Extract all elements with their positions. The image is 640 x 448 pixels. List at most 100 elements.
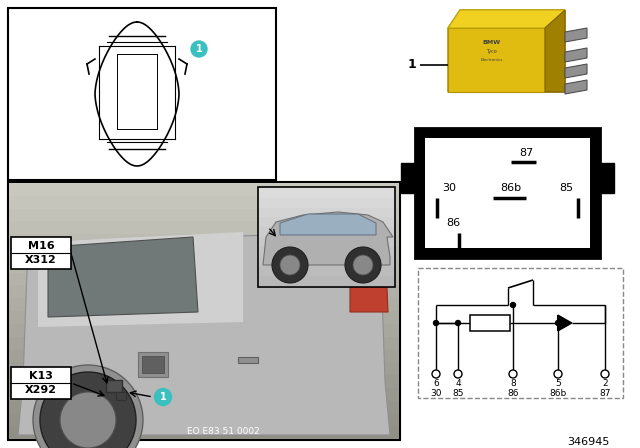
Polygon shape xyxy=(565,28,587,42)
Bar xyxy=(258,187,395,287)
Text: 1: 1 xyxy=(159,392,166,402)
Bar xyxy=(116,392,126,400)
Circle shape xyxy=(353,255,373,275)
Bar xyxy=(9,272,399,285)
Bar xyxy=(9,234,399,247)
Bar xyxy=(11,367,71,399)
Bar xyxy=(9,260,399,272)
Circle shape xyxy=(33,365,143,448)
Polygon shape xyxy=(401,163,415,193)
Bar xyxy=(9,401,399,414)
Bar xyxy=(9,375,399,388)
Circle shape xyxy=(433,320,438,326)
Polygon shape xyxy=(18,232,390,435)
Text: 86: 86 xyxy=(508,388,519,397)
Polygon shape xyxy=(448,28,545,92)
Polygon shape xyxy=(38,232,243,327)
Bar xyxy=(9,336,399,349)
Bar xyxy=(9,362,399,375)
Bar xyxy=(259,247,394,257)
Text: 8: 8 xyxy=(510,379,516,388)
Text: Tyco: Tyco xyxy=(486,49,497,55)
Bar xyxy=(9,324,399,336)
Bar xyxy=(259,267,394,276)
Text: 5: 5 xyxy=(555,379,561,388)
Text: 346945: 346945 xyxy=(568,437,610,447)
Text: X312: X312 xyxy=(25,255,57,265)
Bar xyxy=(259,217,394,227)
Polygon shape xyxy=(350,237,388,312)
Bar xyxy=(9,388,399,401)
Bar xyxy=(8,8,276,180)
Bar xyxy=(142,356,164,373)
Text: EO E83 51 0002: EO E83 51 0002 xyxy=(188,427,260,436)
Bar xyxy=(259,237,394,247)
Text: 6: 6 xyxy=(433,379,439,388)
Circle shape xyxy=(454,370,462,378)
Bar xyxy=(259,276,394,286)
Text: K13: K13 xyxy=(29,370,53,381)
Bar xyxy=(9,285,399,298)
Bar xyxy=(8,182,400,440)
Bar xyxy=(418,268,623,398)
Bar xyxy=(11,237,71,269)
Bar xyxy=(9,209,399,221)
Polygon shape xyxy=(600,163,614,193)
Text: 86b: 86b xyxy=(549,388,566,397)
Text: 85: 85 xyxy=(559,183,573,193)
Circle shape xyxy=(554,370,562,378)
Polygon shape xyxy=(565,64,587,78)
Polygon shape xyxy=(565,80,587,94)
Circle shape xyxy=(432,370,440,378)
Text: 87: 87 xyxy=(599,388,611,397)
Bar xyxy=(9,221,399,234)
Bar xyxy=(9,311,399,324)
Text: Electronics: Electronics xyxy=(481,58,503,62)
Bar xyxy=(470,315,510,331)
Bar xyxy=(106,380,122,392)
Bar xyxy=(259,207,394,217)
Circle shape xyxy=(556,320,561,326)
Circle shape xyxy=(280,255,300,275)
Bar xyxy=(259,198,394,207)
Bar xyxy=(259,257,394,267)
Text: BMW: BMW xyxy=(483,39,501,44)
Circle shape xyxy=(60,392,116,448)
Polygon shape xyxy=(565,48,587,62)
Bar xyxy=(9,247,399,260)
Circle shape xyxy=(456,320,461,326)
Polygon shape xyxy=(280,214,376,235)
Circle shape xyxy=(511,302,515,307)
Bar xyxy=(9,196,399,209)
Text: 2: 2 xyxy=(602,379,608,388)
Circle shape xyxy=(509,370,517,378)
Text: 86: 86 xyxy=(446,218,460,228)
Text: 85: 85 xyxy=(452,388,464,397)
Polygon shape xyxy=(48,237,198,317)
Circle shape xyxy=(272,247,308,283)
Circle shape xyxy=(345,247,381,283)
Circle shape xyxy=(601,370,609,378)
Text: M16: M16 xyxy=(28,241,54,250)
Bar xyxy=(9,298,399,311)
Text: 30: 30 xyxy=(430,388,442,397)
Bar xyxy=(238,357,258,363)
Text: X292: X292 xyxy=(25,385,57,395)
Text: 86b: 86b xyxy=(500,183,522,193)
Polygon shape xyxy=(545,10,565,92)
Bar xyxy=(9,183,399,196)
Bar xyxy=(9,426,399,439)
Circle shape xyxy=(154,388,172,405)
Text: 4: 4 xyxy=(455,379,461,388)
Text: 1: 1 xyxy=(196,44,202,54)
Polygon shape xyxy=(448,10,565,28)
Circle shape xyxy=(191,41,207,57)
Bar xyxy=(259,188,394,198)
Polygon shape xyxy=(263,212,393,265)
Bar xyxy=(259,227,394,237)
Bar xyxy=(415,128,600,258)
Text: 1: 1 xyxy=(408,59,417,72)
Bar xyxy=(9,349,399,362)
Bar xyxy=(138,352,168,377)
Polygon shape xyxy=(558,315,572,331)
